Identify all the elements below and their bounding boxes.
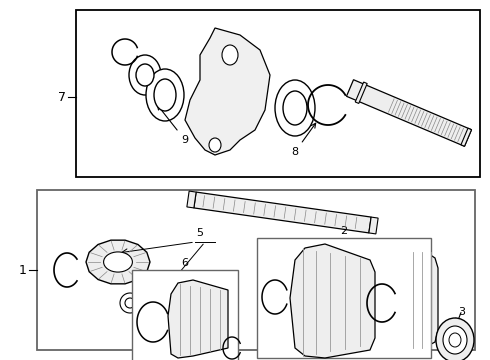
- Text: 2: 2: [341, 226, 347, 236]
- Polygon shape: [290, 244, 375, 358]
- Bar: [257, 238, 431, 358]
- Polygon shape: [369, 217, 378, 234]
- Ellipse shape: [209, 138, 221, 152]
- Text: 7: 7: [58, 90, 66, 104]
- Ellipse shape: [154, 79, 176, 111]
- Text: 4: 4: [408, 300, 415, 310]
- Ellipse shape: [275, 80, 315, 136]
- Polygon shape: [194, 192, 371, 233]
- Ellipse shape: [222, 45, 238, 65]
- Polygon shape: [346, 80, 471, 146]
- Ellipse shape: [125, 298, 135, 308]
- Ellipse shape: [155, 312, 165, 322]
- Bar: [37, 190, 475, 350]
- Polygon shape: [461, 128, 471, 146]
- Text: 1: 1: [19, 264, 27, 276]
- Ellipse shape: [103, 252, 132, 272]
- Polygon shape: [187, 191, 196, 208]
- Ellipse shape: [436, 318, 474, 360]
- Bar: [132, 270, 238, 360]
- Ellipse shape: [147, 298, 157, 309]
- Ellipse shape: [136, 64, 154, 86]
- Polygon shape: [400, 248, 438, 350]
- Ellipse shape: [129, 55, 161, 95]
- Ellipse shape: [163, 298, 173, 309]
- Ellipse shape: [146, 69, 184, 121]
- Text: 8: 8: [292, 123, 316, 157]
- Bar: [76, 10, 480, 177]
- Polygon shape: [355, 82, 367, 103]
- Text: 9: 9: [157, 105, 189, 145]
- Ellipse shape: [155, 303, 165, 313]
- Ellipse shape: [120, 293, 140, 313]
- Text: 6: 6: [181, 258, 189, 268]
- Ellipse shape: [443, 326, 467, 354]
- Text: 3: 3: [459, 307, 466, 317]
- Polygon shape: [168, 280, 228, 358]
- Polygon shape: [185, 28, 270, 155]
- Ellipse shape: [449, 333, 461, 347]
- Polygon shape: [86, 240, 150, 284]
- Ellipse shape: [283, 91, 307, 125]
- Text: 5: 5: [196, 228, 203, 238]
